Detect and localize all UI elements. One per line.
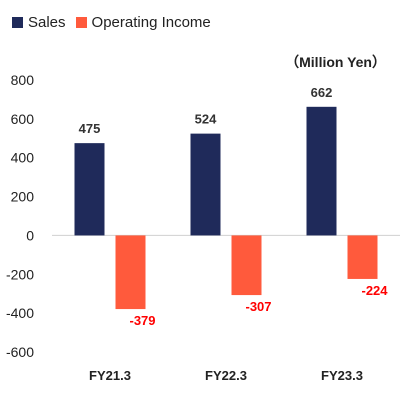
data-label: 524 (195, 112, 217, 127)
legend-swatch-sales (12, 17, 23, 28)
x-tick-label: FY22.3 (205, 368, 247, 383)
unit-label: （Million Yen） (285, 54, 386, 70)
y-tick-label: -200 (6, 266, 34, 282)
bar-operating-income (115, 235, 146, 310)
y-tick-label: -600 (6, 344, 34, 360)
bar-operating-income (231, 235, 262, 296)
data-label: -224 (361, 283, 388, 298)
legend-item-operating-income: Operating Income (75, 14, 211, 31)
y-tick-label: -400 (6, 305, 34, 321)
y-tick-label: 400 (11, 150, 35, 166)
data-label: 475 (79, 121, 101, 136)
legend-label-operating-income: Operating Income (91, 14, 211, 31)
data-label: -307 (245, 299, 271, 314)
legend-swatch-operating-income (75, 17, 87, 28)
data-label: 662 (311, 85, 333, 100)
bar-sales (74, 143, 105, 236)
x-tick-label: FY21.3 (89, 368, 131, 383)
bar-operating-income (347, 235, 378, 279)
y-tick-label: 600 (11, 111, 35, 127)
legend-label-sales: Sales (28, 14, 66, 31)
legend: Sales Operating Income (12, 14, 211, 31)
bar-sales (306, 106, 337, 236)
y-tick-label: 200 (11, 189, 35, 205)
legend-item-sales: Sales (12, 14, 66, 31)
x-tick-label: FY23.3 (321, 368, 363, 383)
bar-sales (190, 133, 221, 236)
y-tick-label: 0 (26, 227, 34, 243)
data-label: -379 (129, 313, 155, 328)
y-tick-label: 800 (11, 72, 35, 88)
